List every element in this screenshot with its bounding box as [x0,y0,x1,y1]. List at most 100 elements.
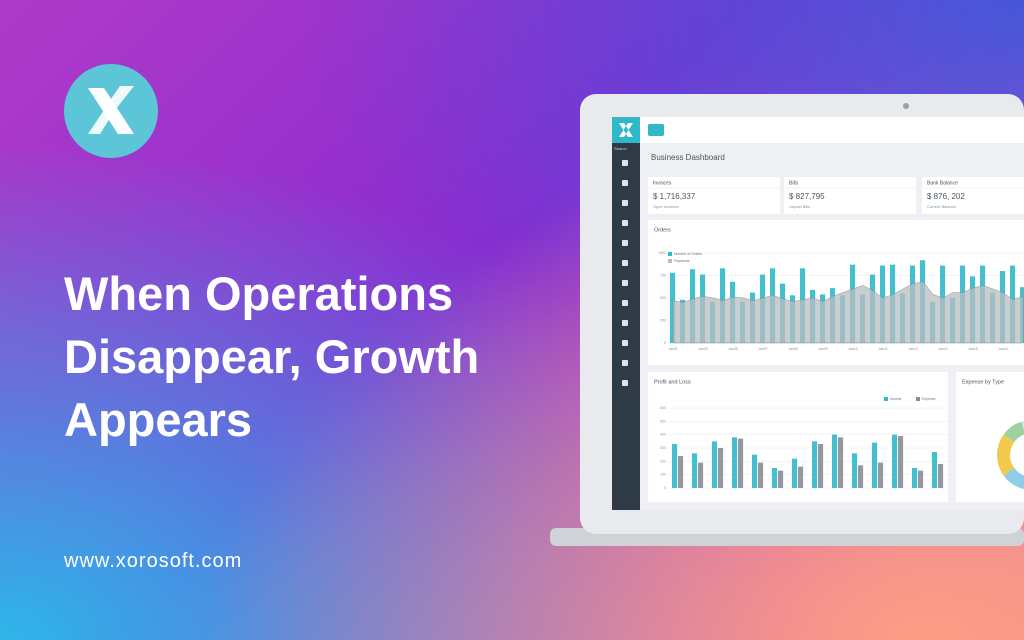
search[interactable]: Search [614,146,627,151]
bar [912,468,918,488]
x-tick-label: Jan07 [758,347,768,351]
kpi-card [922,177,1024,214]
nav-icon[interactable] [622,380,628,386]
y-tick-label: 100 [660,473,666,477]
bar [818,444,824,488]
legend-label: Payments [674,259,690,263]
bar [738,438,744,488]
kpi-value: $ 1,716,337 [653,192,696,201]
top-bar [612,117,1024,143]
bar [718,448,724,488]
chart-title: Profit and Loss [654,379,691,385]
donut-slice [997,434,1015,476]
bar [752,454,758,488]
legend-swatch [668,259,672,263]
bar [778,470,784,488]
bar [792,458,798,488]
nav-icon[interactable] [622,260,628,266]
nav-icon[interactable] [622,200,628,206]
y-tick-label: 750 [660,273,666,277]
kpi-caption: Open Invoices [653,204,679,209]
area [672,281,1024,344]
x-tick-label: Jan09 [818,347,828,351]
y-tick-label: 0 [664,341,666,345]
bar [918,470,924,488]
nav-icon[interactable] [622,180,628,186]
kpi-card [648,177,780,214]
x-tick-label: Jan16 [998,347,1008,351]
bar [712,441,718,488]
bar [812,441,818,488]
sidebar [612,117,640,510]
bar [698,462,704,488]
app-logo-mark [619,123,633,137]
donut-slice [1003,421,1024,443]
x-tick-label: Jan14 [938,347,948,351]
y-tick-label: 500 [660,296,666,300]
x-tick-label: Jan13 [908,347,918,351]
kpi-caption: Current Balance [927,204,957,209]
x-tick-label: Jan10 [848,347,858,351]
bar [878,462,884,488]
nav-icon[interactable] [622,340,628,346]
nav-icon[interactable] [622,320,628,326]
y-tick-label: 400 [660,433,666,437]
kpi-label: Bank Balance [927,180,958,186]
bar [670,272,676,343]
nav-icon[interactable] [622,280,628,286]
bar [758,462,764,488]
bar [898,436,904,488]
headline: When Operations Disappear, Growth Appear… [64,267,480,446]
menu-button[interactable] [648,124,664,136]
bar [692,453,698,488]
kpi-value: $ 827,795 [789,192,825,201]
y-tick-label: 300 [660,446,666,450]
x-tick-label: Jan03 [698,347,708,351]
bar [932,452,938,488]
x-tick-label: Jan01 [668,347,678,351]
website[interactable]: www.xorosoft.com [64,550,243,572]
bar [672,444,678,488]
legend-swatch [668,252,672,256]
donut-slice [1003,467,1024,489]
kpi-label: Bills [789,180,799,186]
y-tick-label: 600 [660,406,666,410]
app-logo [612,117,640,143]
chart-title: Expense by Type [962,379,1004,385]
chart-title: Orders [654,227,671,233]
x-tick-label: Jan08 [788,347,798,351]
y-tick-label: 500 [660,419,666,423]
bar [678,456,684,488]
x-tick-label: Jan05 [728,347,738,351]
y-tick-label: 200 [660,459,666,463]
bar [832,434,838,488]
bar [872,442,878,488]
kpi-caption: Unpaid Bills [789,204,810,209]
bar [772,468,778,488]
nav-icon[interactable] [622,160,628,166]
bar [938,464,944,488]
nav-icon[interactable] [622,360,628,366]
dashboard-title: Business Dashboard [651,153,725,162]
x-tick-label: Jan11 [878,347,887,351]
donut-slice [1021,420,1024,431]
screen: Search Business Dashboard Invoices $ 1,71… [612,117,1024,510]
bar [858,465,864,488]
bar [798,466,804,488]
nav-icon[interactable] [622,220,628,226]
legend-label: Expense [922,397,936,401]
y-tick-label: 250 [660,318,666,322]
bar [732,437,738,488]
kpi-value: $ 876, 202 [927,192,965,201]
kpi-card [784,177,916,214]
bar [852,453,858,488]
legend-swatch [884,397,888,401]
legend-label: Income [890,397,902,401]
nav-icon[interactable] [622,300,628,306]
legend-swatch [916,397,920,401]
nav-icon[interactable] [622,240,628,246]
camera [903,103,909,109]
logo-mark [88,86,134,134]
bar [838,437,844,488]
